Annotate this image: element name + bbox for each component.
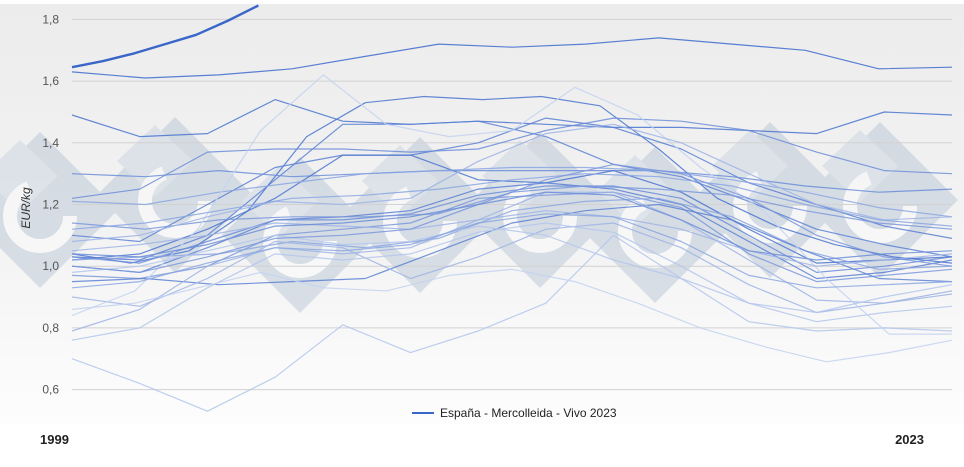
legend[interactable]: España - Mercolleida - Vivo 2023: [412, 406, 617, 420]
series-line: [71, 185, 953, 273]
series-line: [71, 268, 953, 363]
series-line: [71, 154, 953, 264]
series-line: [71, 173, 953, 230]
y-tick-label: 0,8: [42, 321, 59, 335]
series-line: [71, 203, 953, 286]
series-line: [71, 120, 953, 261]
highlight-series-group: [71, 4, 259, 69]
series-line: [71, 234, 953, 412]
series-line: [71, 99, 953, 138]
series-line: [71, 213, 953, 289]
y-tick-label: 1,4: [42, 136, 59, 150]
series-line: [71, 191, 953, 332]
highlight-series-line: [71, 4, 259, 69]
plot-background: [0, 4, 964, 424]
series-line: [71, 37, 953, 79]
series-line: [71, 123, 953, 243]
series-line: [71, 210, 953, 267]
series-line: [71, 166, 953, 218]
y-tick-label: 1,2: [42, 198, 59, 212]
series-line: [71, 170, 953, 193]
y-axis-title: EUR/kg: [19, 187, 33, 229]
series-line: [71, 191, 953, 261]
legend-label: España - Mercolleida - Vivo 2023: [440, 406, 617, 420]
series-line: [71, 225, 953, 314]
y-tick-label: 1,6: [42, 74, 59, 88]
year-label-end: 2023: [895, 432, 924, 447]
series-line: [71, 74, 952, 335]
series-line: [71, 117, 953, 199]
y-tick-labels: 0,6 0,8 1,0 1,2 1,4 1,6 1,8: [42, 12, 59, 396]
series-line: [71, 222, 953, 314]
series-line: [71, 95, 953, 264]
y-tick-label: 0,6: [42, 383, 59, 397]
watermark-tile: [692, 122, 848, 278]
y-tick-label: 1,0: [42, 259, 59, 273]
watermark-tile: [802, 122, 958, 278]
y-tick-label: 1,8: [42, 12, 59, 26]
background-series: [71, 37, 953, 412]
series-line: [71, 163, 953, 273]
watermark-tile: [0, 132, 118, 288]
series-line: [71, 182, 953, 280]
year-label-start: 1999: [40, 432, 69, 447]
